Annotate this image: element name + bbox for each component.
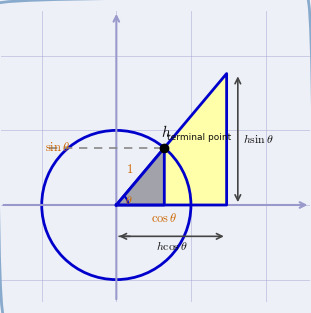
Text: $h\cos\theta$: $h\cos\theta$ bbox=[156, 240, 187, 253]
Text: $\theta$: $\theta$ bbox=[125, 194, 133, 207]
Text: $h$: $h$ bbox=[161, 124, 171, 140]
Polygon shape bbox=[116, 74, 227, 205]
Text: $h\sin\theta$: $h\sin\theta$ bbox=[243, 133, 273, 146]
Text: $\sin\theta$: $\sin\theta$ bbox=[45, 141, 70, 154]
Polygon shape bbox=[116, 148, 164, 205]
Text: $1$: $1$ bbox=[126, 163, 133, 176]
Text: terminal point: terminal point bbox=[167, 133, 231, 142]
Text: $\cos\theta$: $\cos\theta$ bbox=[151, 213, 177, 225]
